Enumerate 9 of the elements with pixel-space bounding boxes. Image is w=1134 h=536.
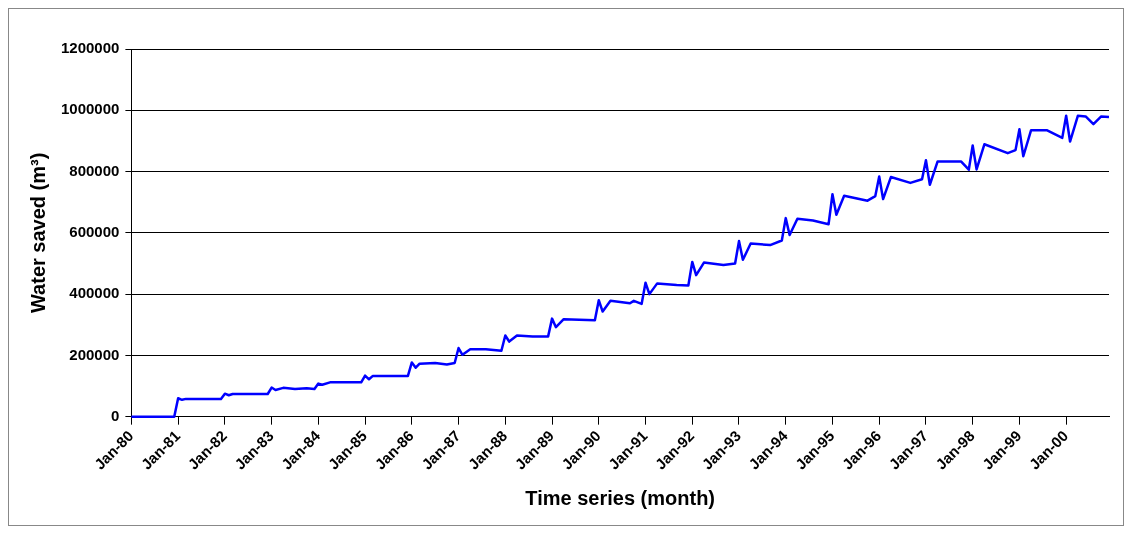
y-tick-label: 1200000 bbox=[60, 39, 120, 57]
y-tick-label: 200000 bbox=[69, 345, 120, 363]
y-tick-label: 0 bbox=[111, 406, 120, 424]
x-axis-title: Time series (month) bbox=[525, 486, 716, 509]
y-tick-label: 800000 bbox=[69, 161, 120, 179]
y-tick-label: 1000000 bbox=[60, 100, 120, 118]
y-tick-label: 600000 bbox=[69, 222, 120, 240]
y-axis-title: Water saved (m³) bbox=[26, 152, 49, 314]
y-tick-label: 400000 bbox=[69, 284, 120, 302]
